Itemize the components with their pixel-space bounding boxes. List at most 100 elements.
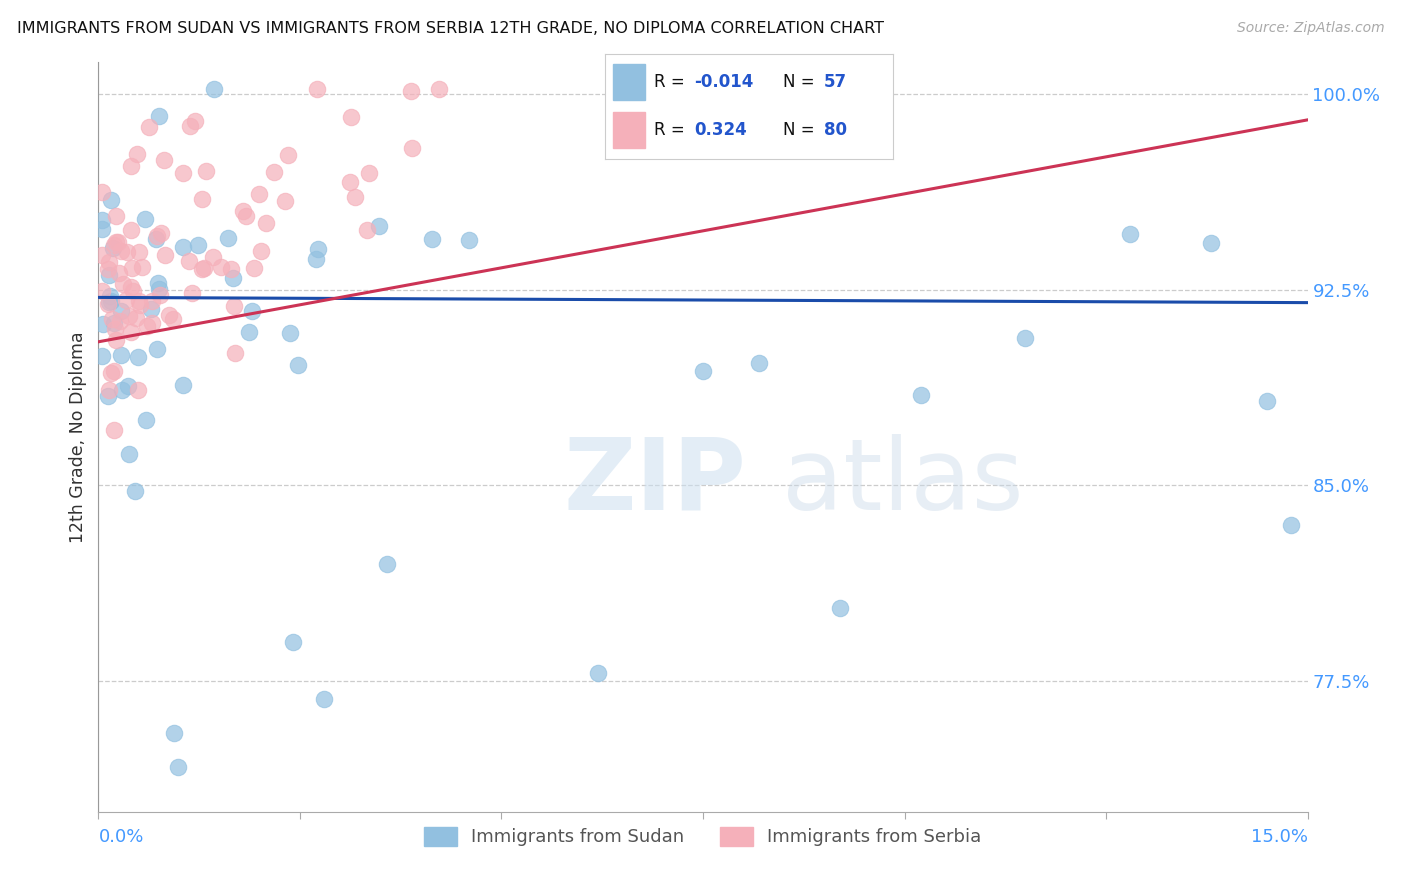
Point: [250, 244, 273, 259]
Point: [127, 351, 149, 365]
Point: [105, 209, 128, 223]
Point: [115, 293, 138, 307]
Point: [149, 288, 172, 302]
Point: [146, 342, 169, 356]
Point: [191, 262, 214, 277]
Point: [97, 255, 120, 269]
Point: [112, 277, 135, 291]
Point: [274, 194, 297, 209]
Point: [232, 204, 254, 219]
Point: [457, 233, 479, 247]
Point: [157, 308, 180, 322]
Point: [287, 358, 309, 372]
Point: [278, 326, 301, 340]
Point: [110, 348, 132, 362]
Text: ZIP: ZIP: [564, 434, 747, 531]
Point: [179, 253, 201, 268]
Point: [127, 383, 149, 397]
Point: [375, 557, 398, 571]
Point: [121, 285, 143, 299]
Point: [120, 159, 142, 173]
Point: [148, 109, 170, 123]
Point: [187, 238, 209, 252]
Point: [124, 483, 146, 498]
Point: [91, 247, 114, 261]
Text: IMMIGRANTS FROM SUDAN VS IMMIGRANTS FROM SERBIA 12TH GRADE, NO DIPLOMA CORRELATI: IMMIGRANTS FROM SUDAN VS IMMIGRANTS FROM…: [17, 21, 884, 37]
Point: [103, 238, 125, 252]
Text: N =: N =: [783, 121, 820, 139]
Point: [127, 146, 149, 161]
Point: [148, 282, 170, 296]
Point: [118, 309, 141, 323]
Point: [162, 311, 184, 326]
Point: [201, 250, 224, 264]
Point: [110, 244, 132, 258]
Point: [281, 635, 304, 649]
Point: [238, 326, 260, 340]
Point: [103, 423, 125, 437]
Point: [263, 165, 285, 179]
Point: [97, 384, 120, 398]
Text: atlas: atlas: [782, 434, 1024, 531]
Point: [128, 244, 150, 259]
Point: [339, 175, 361, 189]
Point: [368, 219, 391, 233]
Point: [120, 222, 142, 236]
Text: 0.324: 0.324: [695, 121, 747, 139]
Point: [145, 232, 167, 246]
Point: [222, 299, 245, 313]
Point: [254, 216, 277, 230]
Y-axis label: 12th Grade, No Diploma: 12th Grade, No Diploma: [69, 331, 87, 543]
Point: [100, 366, 122, 380]
Point: [314, 692, 336, 706]
Point: [135, 413, 157, 427]
Point: [103, 317, 125, 331]
Point: [118, 447, 141, 461]
Point: [184, 113, 207, 128]
Text: 0.0%: 0.0%: [98, 828, 143, 847]
Point: [120, 325, 142, 339]
Point: [101, 311, 124, 326]
Point: [131, 260, 153, 275]
Point: [240, 304, 263, 318]
Point: [110, 304, 132, 318]
Point: [356, 223, 378, 237]
Point: [107, 235, 129, 249]
Bar: [613, 64, 645, 100]
Point: [166, 760, 188, 774]
Point: [91, 317, 114, 331]
Point: [1119, 227, 1142, 241]
Point: [91, 284, 114, 298]
Point: [401, 141, 423, 155]
Point: [427, 81, 450, 95]
Point: [277, 148, 299, 162]
Point: [202, 81, 225, 95]
Text: R =: R =: [654, 121, 695, 139]
Point: [195, 163, 218, 178]
Point: [748, 356, 770, 370]
Point: [91, 213, 114, 227]
Point: [108, 266, 131, 280]
Point: [134, 212, 156, 227]
Point: [98, 295, 121, 310]
Point: [103, 364, 125, 378]
Point: [91, 222, 114, 236]
Point: [145, 229, 167, 244]
Point: [97, 297, 120, 311]
Point: [129, 298, 152, 312]
Text: R =: R =: [654, 73, 689, 91]
Point: [105, 333, 128, 347]
Point: [217, 231, 239, 245]
Point: [344, 189, 367, 203]
Point: [138, 120, 160, 134]
Point: [121, 261, 143, 276]
Point: [828, 601, 851, 615]
Point: [101, 241, 124, 255]
Point: [128, 293, 150, 308]
Point: [191, 192, 214, 206]
Point: [153, 153, 176, 168]
Point: [117, 379, 139, 393]
Point: [163, 726, 186, 740]
Point: [97, 261, 120, 276]
Point: [141, 294, 163, 309]
